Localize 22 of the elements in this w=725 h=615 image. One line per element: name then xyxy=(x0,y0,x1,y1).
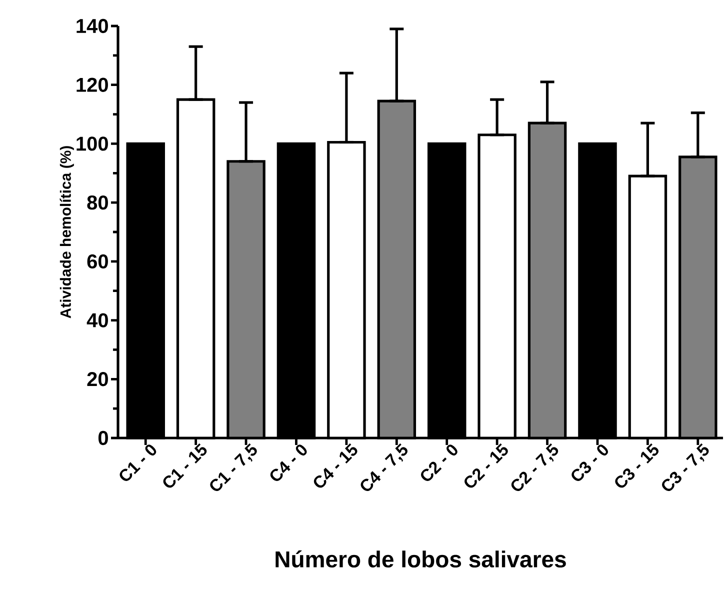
x-tick-label: C2 - 15 xyxy=(464,443,508,488)
y-tick-label: 120 xyxy=(76,78,108,92)
x-tick-label: C3 - 0 xyxy=(572,444,608,481)
x-tick-label: C3 - 7,5 xyxy=(662,443,709,492)
y-tick-label: 100 xyxy=(76,136,108,151)
x-tick-label: C1 - 15 xyxy=(163,443,207,488)
y-tick-label: 80 xyxy=(87,195,108,210)
x-tick-label: C2 - 0 xyxy=(421,444,458,481)
x-tick-label: C1 - 0 xyxy=(120,444,156,481)
y-tick-label: 40 xyxy=(86,313,108,328)
x-tick-label: C1 - 7,5 xyxy=(210,443,257,492)
x-tick-label: C3 - 15 xyxy=(615,443,659,488)
y-tick-label: 60 xyxy=(87,254,108,269)
y-tick-label: 140 xyxy=(76,18,108,34)
x-tick-label: C4 - 0 xyxy=(270,444,307,481)
x-axis-title: Número de lobos salivares xyxy=(276,550,566,568)
x-tick-label: C4 - 7,5 xyxy=(360,443,408,492)
x-tick-label: C4 - 15 xyxy=(314,443,358,488)
y-tick-label: 20 xyxy=(87,372,108,386)
x-tick-label: C2 - 7,5 xyxy=(511,443,558,492)
y-tick-label: 0 xyxy=(98,430,108,446)
y-axis-title: Atividade hemolítica (%) xyxy=(60,146,74,318)
